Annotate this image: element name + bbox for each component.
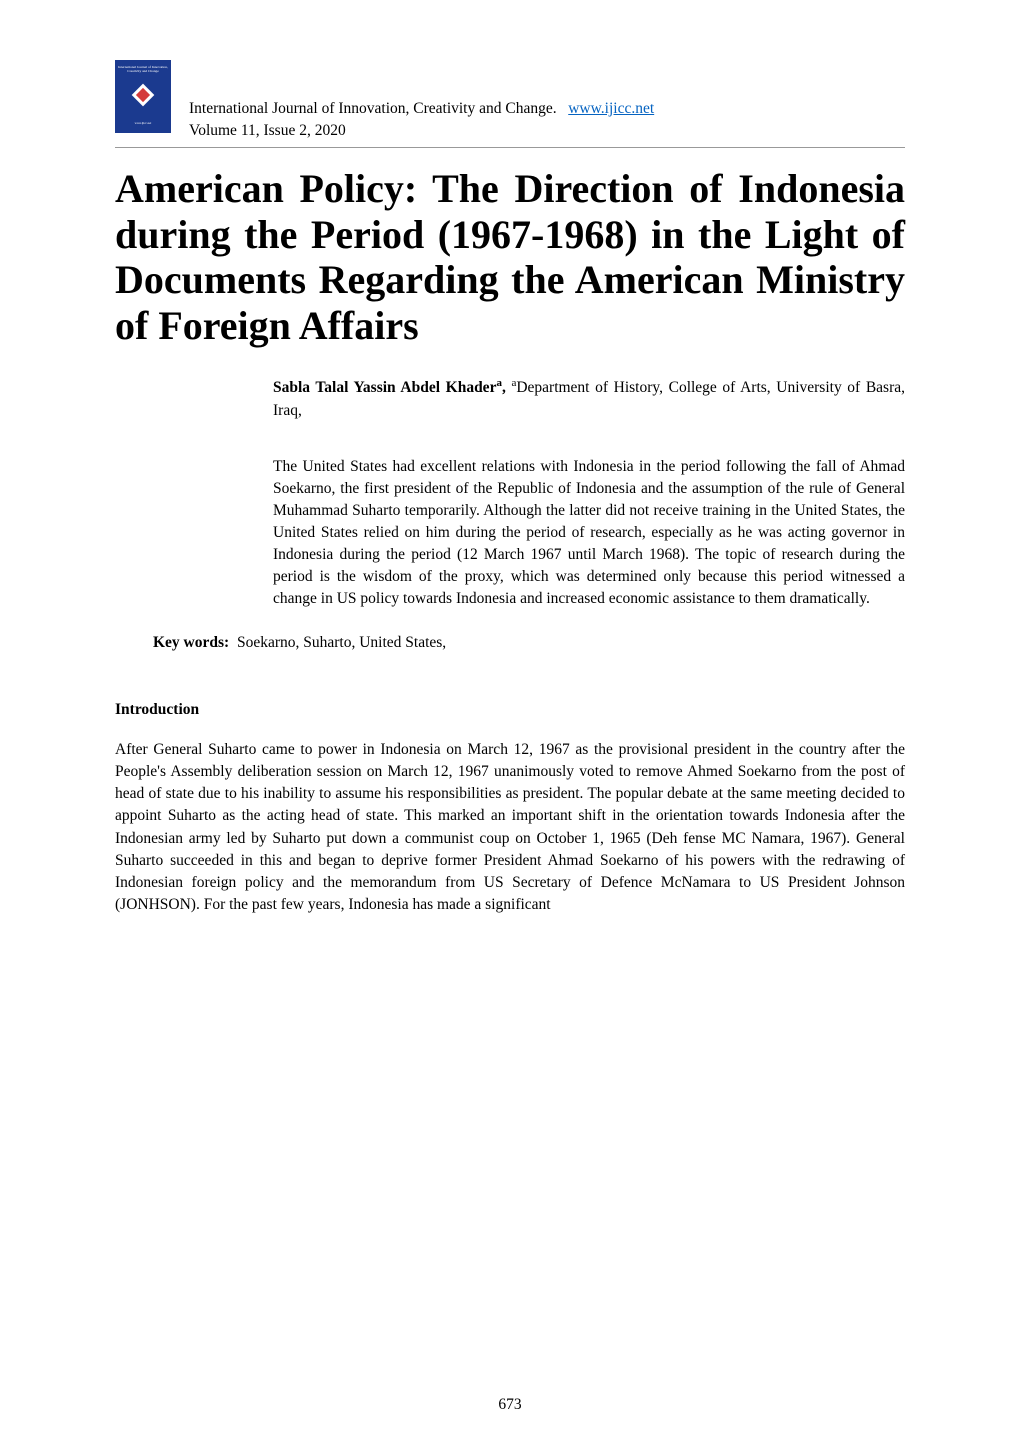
page-header: International Journal of Innovation, Cre…: [115, 60, 905, 143]
keywords-block: Key words: Soekarno, Suharto, United Sta…: [153, 632, 905, 654]
abstract-text: The United States had excellent relation…: [273, 456, 905, 610]
journal-url-link[interactable]: www.ijicc.net: [568, 100, 654, 117]
logo-diamond-icon: [132, 84, 155, 107]
header-divider: [115, 147, 905, 148]
body-paragraph: After General Suharto came to power in I…: [115, 739, 905, 916]
page-number: 673: [0, 1396, 1020, 1414]
author-name: Sabla Talal Yassin Abdel Khader: [273, 379, 496, 396]
paper-title: American Policy: The Direction of Indone…: [115, 166, 905, 348]
section-heading-introduction: Introduction: [115, 701, 905, 719]
journal-volume: Volume 11, Issue 2, 2020: [189, 122, 346, 139]
keywords-label: Key words:: [153, 634, 229, 651]
logo-bottom-text: www.ijicc.net: [135, 121, 152, 125]
author-sup-marker: a: [496, 377, 502, 389]
journal-logo: International Journal of Innovation, Cre…: [115, 60, 171, 133]
author-block: Sabla Talal Yassin Abdel Khadera, aDepar…: [273, 376, 905, 422]
journal-meta: International Journal of Innovation, Cre…: [189, 60, 654, 143]
journal-name: International Journal of Innovation, Cre…: [189, 100, 557, 117]
keywords-text: Soekarno, Suharto, United States,: [237, 634, 446, 651]
logo-top-text: International Journal of Innovation, Cre…: [115, 66, 171, 74]
